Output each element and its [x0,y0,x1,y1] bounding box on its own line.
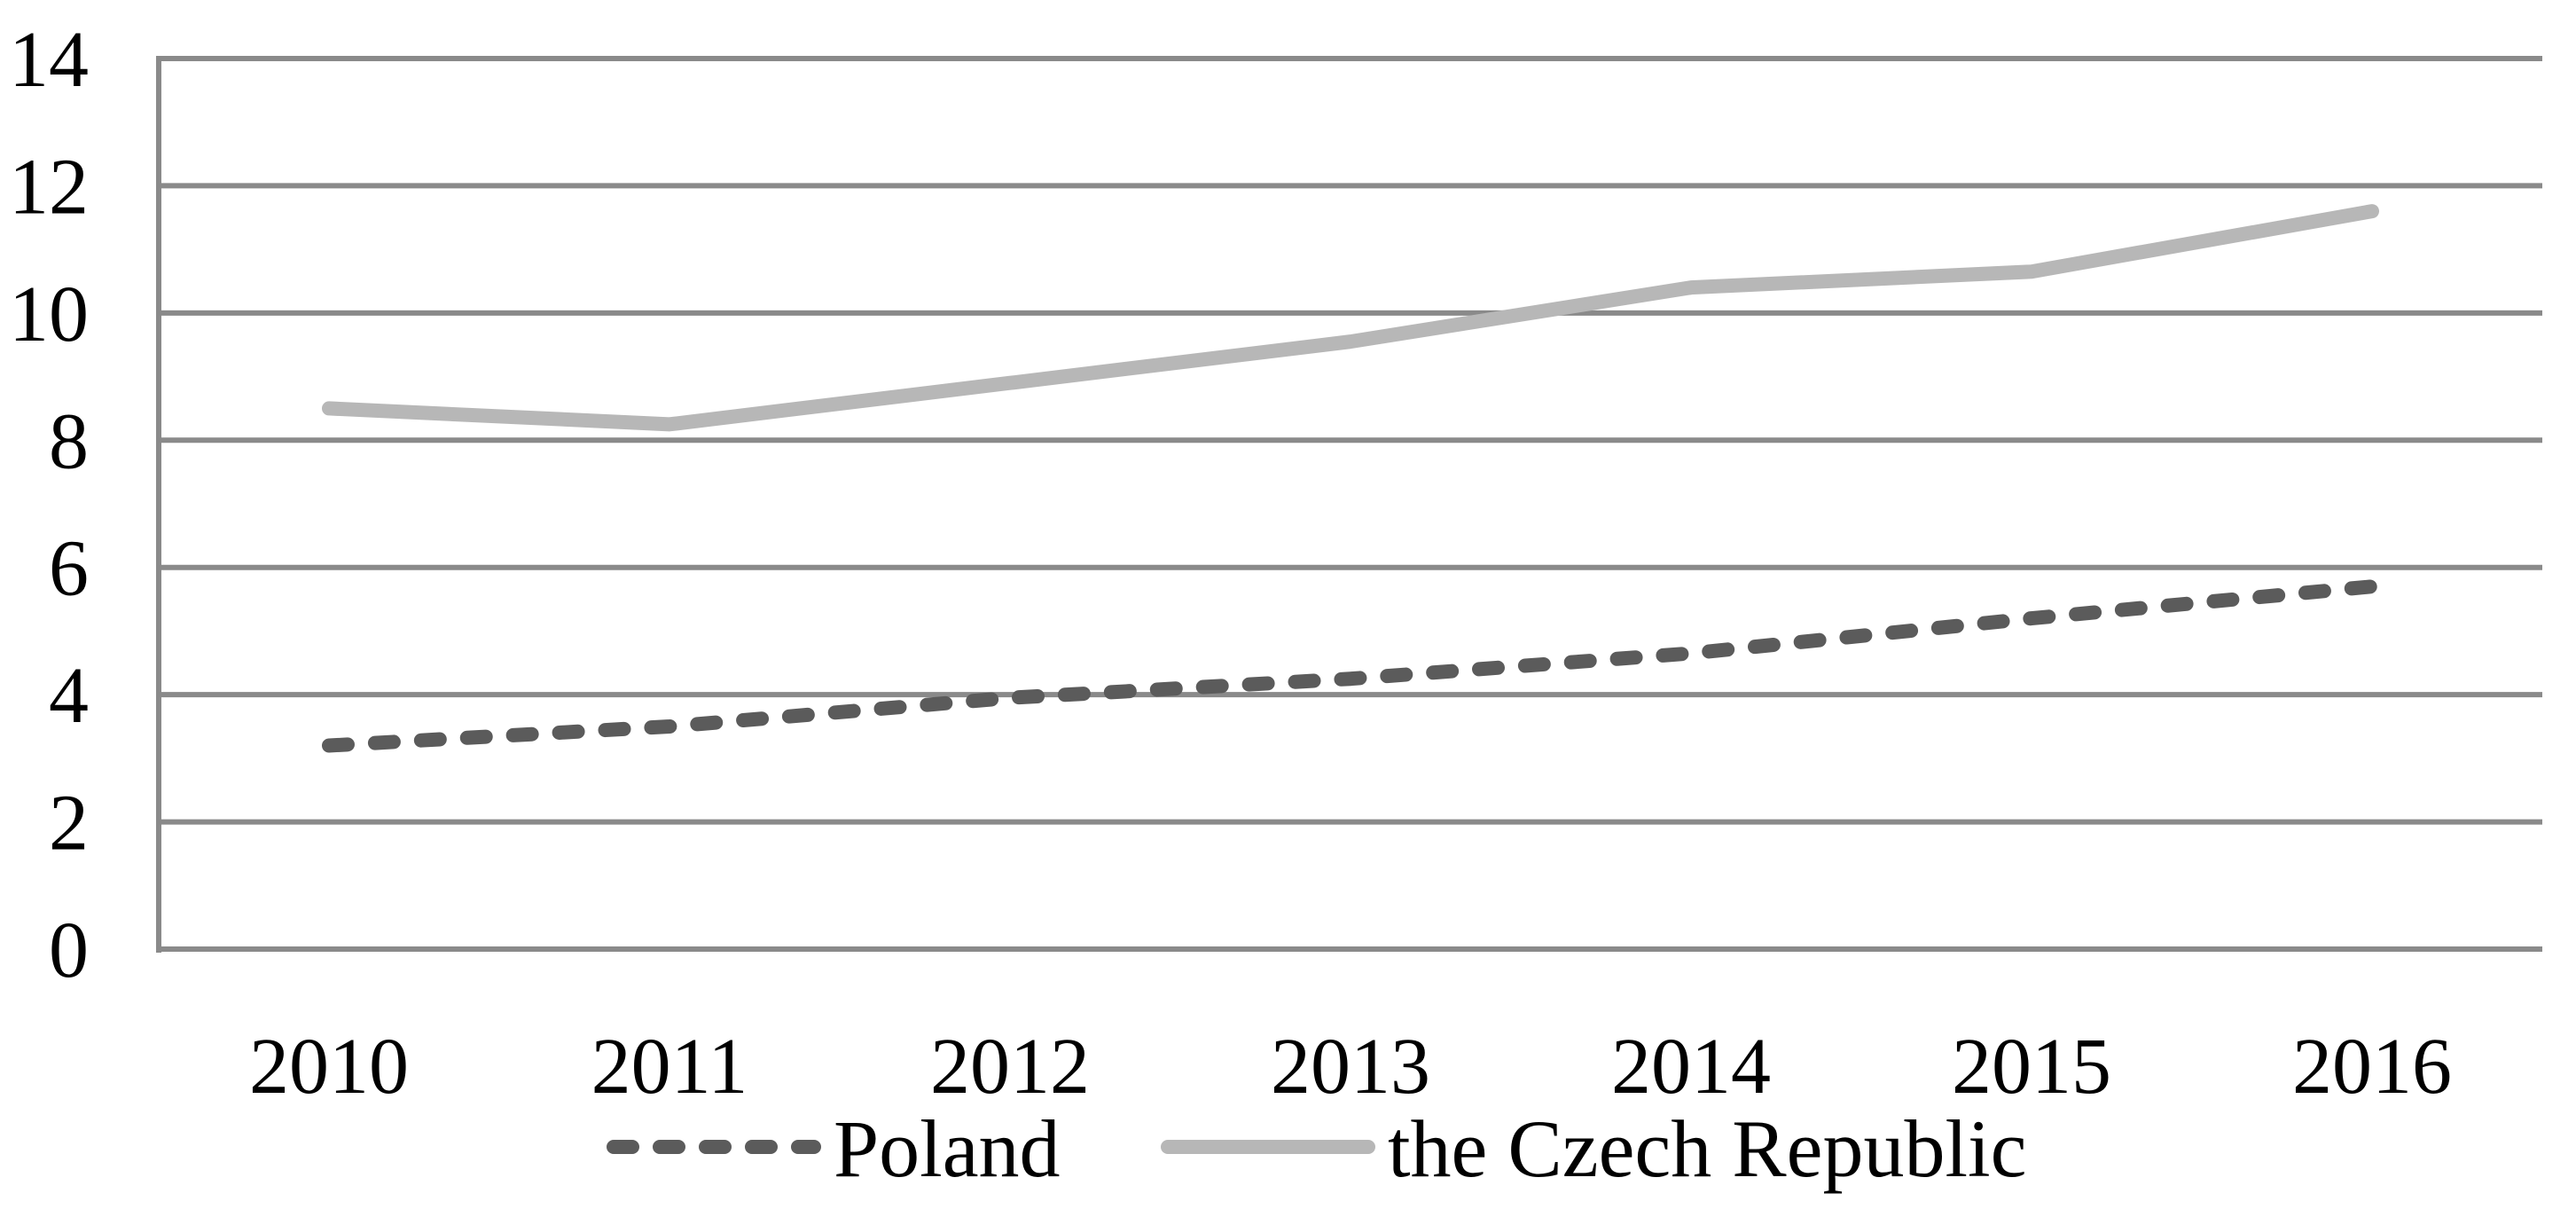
y-tick-label: 14 [9,16,89,104]
legend-item-poland: Poland [607,1103,1061,1194]
x-tick-label: 2015 [1952,1023,2111,1111]
y-tick-label: 2 [49,780,89,867]
series-line-the-czech-republic [322,204,2379,432]
x-tick-label: 2011 [591,1023,748,1111]
legend-label-poland: Poland [834,1103,1061,1194]
x-tick-label: 2014 [1611,1023,1771,1111]
y-tick-label: 0 [49,907,89,994]
x-tick-label: 2016 [2292,1023,2452,1111]
y-tick-label: 10 [9,271,89,358]
legend-item-the-czech-republic: the Czech Republic [1161,1103,2026,1194]
x-tick-labels: 2010 2011 2012 2013 2014 2015 2016 [249,1023,2452,1111]
y-tick-labels: 0 2 4 6 8 10 12 14 [9,16,89,994]
x-tick-label: 2010 [249,1023,409,1111]
legend-label-the-czech-republic: the Czech Republic [1388,1103,2026,1194]
y-tick-label: 6 [49,525,89,613]
gridlines [159,56,2542,952]
x-tick-label: 2013 [1271,1023,1430,1111]
legend: Poland the Czech Republic [607,1103,2026,1194]
y-tick-label: 4 [49,652,89,740]
y-tick-label: 8 [49,397,89,485]
y-tick-label: 12 [9,143,89,231]
x-tick-label: 2012 [930,1023,1090,1111]
series-line-poland [322,579,2379,753]
